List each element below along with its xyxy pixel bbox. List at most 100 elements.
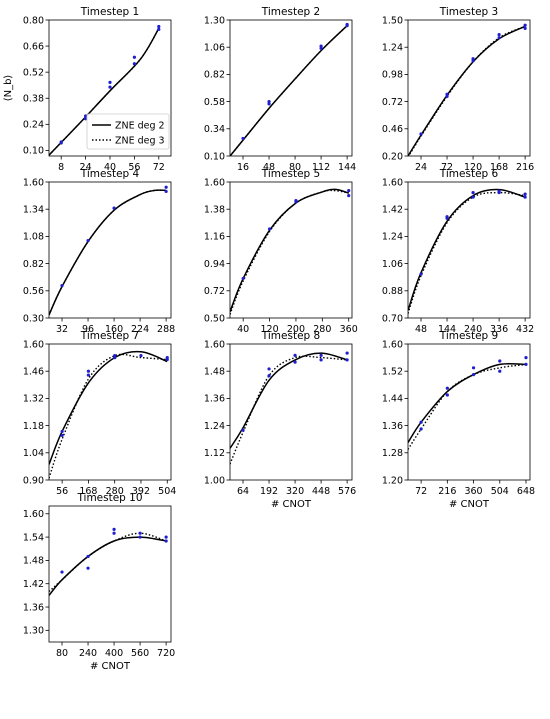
y-tick-label: 0.50 — [204, 313, 225, 324]
y-tick-label: 0.24 — [23, 120, 44, 131]
data-point — [267, 374, 271, 378]
series-line-deg2 — [230, 352, 348, 449]
data-point — [267, 102, 271, 106]
series-line-deg2 — [408, 25, 526, 156]
y-tick-label: 1.36 — [382, 421, 403, 432]
x-tick-label: 560 — [131, 648, 149, 659]
x-axis-label: # CNOT — [90, 661, 131, 672]
y-tick-label: 0.66 — [23, 41, 44, 52]
curves — [408, 188, 526, 314]
y-tick-label: 1.08 — [23, 232, 44, 243]
y-tick-label: 0.46 — [382, 124, 403, 135]
data-point — [165, 356, 169, 360]
data-point — [267, 227, 272, 231]
data-point — [523, 23, 527, 27]
series-line-deg3 — [230, 25, 348, 156]
data-point — [139, 354, 143, 358]
panel-2: Timestep 2 16 48 80 112 144 0.10 0.34 0.58 0.82 1.… — [204, 6, 356, 173]
panel-title: Timestep 4 — [80, 168, 140, 180]
data-point — [445, 215, 449, 219]
x-tick-label: 288 — [157, 324, 175, 335]
data-point — [347, 189, 351, 193]
panel-3: Timestep 3 24 72 120 168 216 0.20 0.46 0.72 0.98 1… — [382, 6, 534, 173]
curves — [49, 532, 167, 596]
x-tick-label: 64 — [237, 486, 249, 497]
x-tick-label: 576 — [338, 486, 356, 497]
data-point — [164, 185, 168, 189]
data-point — [345, 358, 349, 362]
y-axis-label: ⟨N_b⟩ — [3, 75, 14, 102]
data-point — [419, 132, 423, 136]
y-tick-label: 0.20 — [382, 151, 403, 162]
data-point — [497, 36, 501, 40]
data-point — [294, 198, 298, 203]
x-tick-label: 216 — [516, 162, 534, 173]
data-point — [498, 369, 502, 373]
y-tick-label: 1.00 — [204, 475, 225, 486]
plot-frame — [48, 505, 172, 643]
panel-title: Timestep 2 — [261, 6, 320, 18]
x-tick-label: 120 — [260, 324, 278, 335]
x-axis-label: # CNOT — [449, 499, 490, 510]
curves — [49, 350, 168, 479]
series-line-deg3 — [230, 355, 348, 465]
series-line-deg3 — [49, 353, 168, 479]
panel-4: Timestep 4 32 96 160 224 288 0.30 0.56 0.82 1.08 1… — [23, 168, 175, 335]
x-tick-label: 112 — [312, 162, 330, 173]
data-point — [497, 33, 501, 37]
plot-frame — [229, 343, 353, 481]
data-point — [471, 190, 475, 195]
y-tick-label: 1.06 — [204, 43, 225, 54]
data-point — [108, 80, 112, 85]
legend: ZNE deg 2 ZNE deg 3 — [86, 113, 170, 150]
y-tick-label: 1.60 — [23, 177, 44, 188]
data-point — [471, 57, 475, 61]
x-tick-label: 8 — [58, 162, 64, 173]
y-tick-label: 0.82 — [204, 70, 225, 81]
data-point — [498, 359, 502, 363]
legend-entry: ZNE deg 2 — [115, 121, 165, 132]
data-point — [523, 26, 527, 30]
data-point — [157, 24, 161, 29]
data-point — [293, 353, 297, 357]
panel-7: Timestep 7 56 168 280 392 504 0.90 1.04 1.18 1.32… — [23, 330, 176, 497]
x-tick-label: 336 — [490, 324, 508, 335]
data-point — [523, 195, 527, 199]
y-tick-label: 1.60 — [204, 339, 225, 350]
curves — [230, 188, 349, 315]
data-point — [267, 367, 271, 371]
data-point — [345, 351, 349, 355]
data-point — [241, 276, 245, 281]
x-tick-label: 144 — [338, 162, 356, 173]
y-tick-label: 0.10 — [23, 146, 44, 157]
panel-title: Timestep 10 — [76, 492, 142, 504]
x-tick-label: 240 — [79, 648, 97, 659]
x-tick-label: 320 — [286, 486, 304, 497]
data-point — [471, 373, 476, 377]
x-tick-label: 240 — [464, 324, 482, 335]
x-tick-label: 24 — [415, 162, 427, 173]
y-tick-label: 1.42 — [23, 579, 44, 590]
panel-title: Timestep 9 — [439, 330, 498, 342]
series-line-deg2 — [49, 536, 167, 596]
y-tick-label: 0.34 — [204, 124, 225, 135]
data-point — [86, 566, 90, 570]
series-line-deg3 — [49, 189, 167, 316]
y-tick-label: 1.50 — [382, 15, 403, 26]
data-point — [241, 428, 245, 432]
y-tick-label: 1.46 — [23, 367, 44, 378]
panel-title: Timestep 8 — [261, 330, 320, 342]
data-point — [112, 527, 116, 531]
x-axis-label: # CNOT — [271, 499, 312, 510]
x-tick-label: 168 — [79, 486, 97, 497]
x-tick-label: 432 — [516, 324, 534, 335]
curves — [408, 362, 527, 450]
plot-frame — [229, 19, 353, 157]
x-tick-label: 24 — [80, 162, 92, 173]
x-tick-label: 720 — [157, 648, 175, 659]
plot-frame — [407, 181, 531, 319]
x-tick-label: 48 — [415, 324, 427, 335]
y-tick-label: 0.90 — [23, 475, 44, 486]
data-point — [319, 358, 323, 362]
data-point — [524, 362, 528, 366]
